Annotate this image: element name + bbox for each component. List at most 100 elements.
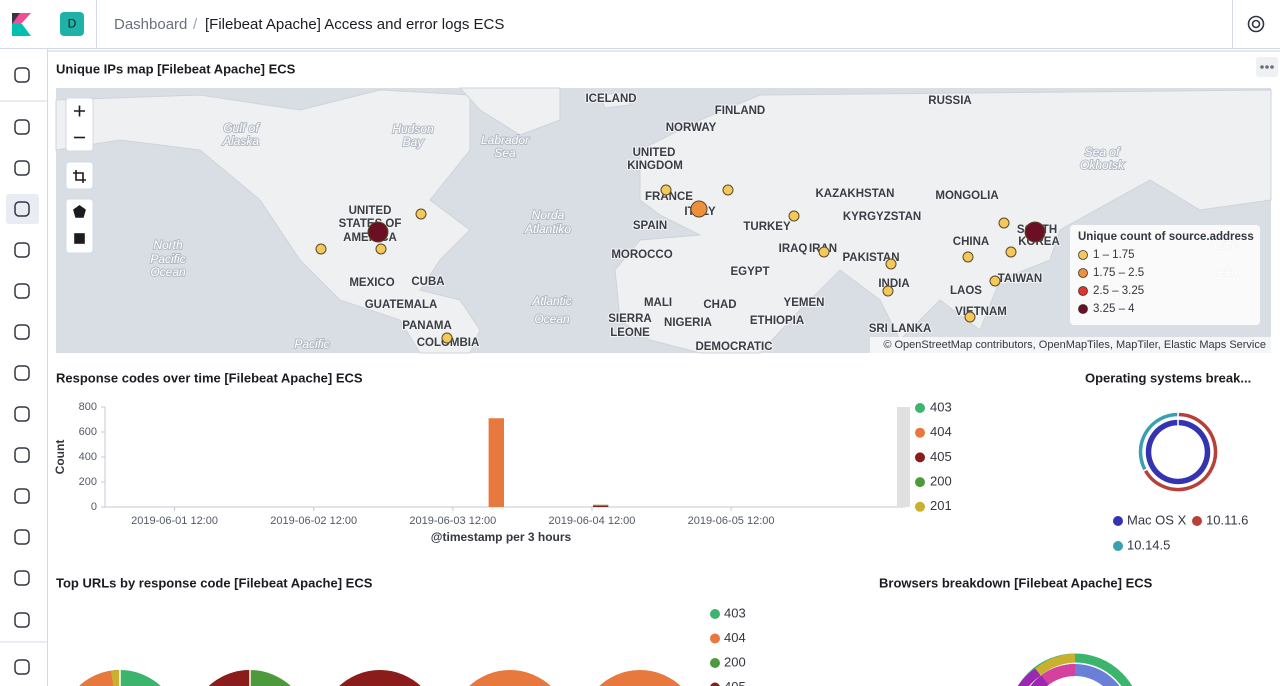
donut-slice[interactable] <box>1145 419 1211 485</box>
bar[interactable] <box>488 418 504 507</box>
country-label: LEONE <box>610 327 650 339</box>
legend-label[interactable]: 200 <box>724 654 746 669</box>
legend-swatch[interactable] <box>710 682 720 686</box>
help-button[interactable] <box>1247 15 1265 33</box>
nav-icon[interactable] <box>14 612 30 628</box>
ocean-label: North <box>153 238 183 252</box>
country-label: UNITED <box>349 205 392 217</box>
map-marker[interactable] <box>882 285 894 297</box>
legend-swatch[interactable] <box>710 633 720 644</box>
bar[interactable] <box>592 504 609 506</box>
map-marker[interactable] <box>367 221 389 243</box>
nav-icon[interactable] <box>14 447 30 463</box>
map-controls[interactable] <box>65 97 94 254</box>
chart-scroll <box>897 407 910 507</box>
panel-options[interactable] <box>1256 57 1278 77</box>
map-marker[interactable] <box>964 311 976 323</box>
legend-label[interactable]: 404 <box>724 630 746 645</box>
legend-label: 1.75 – 2.5 <box>1093 267 1144 279</box>
country-label: CUBA <box>411 276 444 288</box>
x-tick-label: 2019-06-05 12:00 <box>688 515 775 527</box>
legend-label[interactable]: 10.14.5 <box>1127 537 1170 552</box>
map-marker[interactable] <box>660 184 672 196</box>
legend-swatch[interactable] <box>915 501 925 512</box>
legend-label[interactable]: 201 <box>930 498 952 513</box>
legend-swatch[interactable] <box>1113 541 1123 551</box>
map-marker[interactable] <box>818 246 830 258</box>
legend-swatch[interactable] <box>915 477 925 488</box>
nav-icon[interactable] <box>14 67 30 83</box>
donut-slice[interactable] <box>1137 411 1179 473</box>
nav-icon[interactable] <box>14 160 30 176</box>
map-marker[interactable] <box>885 258 897 270</box>
map[interactable]: ICELANDFINLANDRUSSIANORWAYUNITEDKINGDOMF… <box>55 87 1272 354</box>
legend-label[interactable]: Mac OS X <box>1127 512 1187 527</box>
map-marker[interactable] <box>722 184 734 196</box>
nav-icon[interactable] <box>14 324 30 340</box>
map-marker[interactable] <box>315 243 327 255</box>
country-label: DEMOCRATIC <box>695 341 772 353</box>
legend-swatch[interactable] <box>915 452 925 463</box>
ocean-label: Ocean <box>534 312 570 326</box>
breadcrumb-separator: / <box>193 16 198 33</box>
legend-label[interactable]: 404 <box>930 424 952 439</box>
country-label: NIGERIA <box>664 317 712 329</box>
legend-label[interactable]: 403 <box>930 399 952 414</box>
nav-icon[interactable] <box>14 283 30 299</box>
breadcrumb[interactable]: Dashboard <box>114 16 187 33</box>
map-marker[interactable] <box>962 251 974 263</box>
country-label: KAZAKHSTAN <box>815 188 894 200</box>
map-marker[interactable] <box>989 275 1001 287</box>
bar[interactable] <box>592 505 609 507</box>
map-marker[interactable] <box>998 217 1010 229</box>
nav-icon-shape <box>14 160 30 176</box>
map-marker[interactable] <box>690 200 708 218</box>
map-marker[interactable] <box>1024 221 1046 243</box>
ocean-label: Gulf of <box>223 121 260 135</box>
nav-icon[interactable] <box>14 201 30 217</box>
map-marker[interactable] <box>441 332 453 344</box>
nav-icon[interactable] <box>14 119 30 135</box>
legend-label[interactable]: 405 <box>930 449 952 464</box>
nav-icon-shape <box>14 119 30 135</box>
legend-swatch[interactable] <box>1192 516 1202 526</box>
legend-label[interactable]: 10.11.6 <box>1206 512 1248 527</box>
nav-icon[interactable] <box>14 406 30 422</box>
map-marker[interactable] <box>1005 246 1017 258</box>
country-label: TAIWAN <box>998 273 1043 285</box>
legend-swatch <box>1078 286 1088 296</box>
country-label: VIETNAM <box>955 306 1007 318</box>
map-marker[interactable] <box>375 243 387 255</box>
map-marker[interactable] <box>788 210 800 222</box>
map-marker[interactable] <box>415 208 427 220</box>
legend-label[interactable]: 403 <box>724 605 746 620</box>
nav-icon[interactable] <box>14 242 30 258</box>
panel-title: Top URLs by response code [Filebeat Apac… <box>56 575 373 590</box>
country-label: FINLAND <box>715 105 765 117</box>
ocean-label: Bay <box>403 135 425 149</box>
panel-title: Response codes over time [Filebeat Apach… <box>56 370 363 385</box>
legend-label[interactable]: 405 <box>724 679 746 686</box>
ocean-label: Alaska <box>222 134 259 148</box>
country-label: YEMEN <box>784 297 825 309</box>
nav-icon[interactable] <box>14 529 30 545</box>
legend-swatch[interactable] <box>915 403 925 413</box>
ocean-label: Sea <box>494 146 516 160</box>
ocean-label: Hudson <box>392 122 434 136</box>
legend-label[interactable]: 200 <box>930 474 952 489</box>
country-label: IRAQ <box>779 243 808 255</box>
legend-swatch[interactable] <box>710 658 720 668</box>
legend-swatch[interactable] <box>710 609 720 619</box>
space-avatar[interactable] <box>60 12 84 36</box>
legend-swatch[interactable] <box>1113 516 1123 526</box>
map-control-icons[interactable] <box>73 105 86 244</box>
nav-icon[interactable] <box>14 488 30 504</box>
kibana-logo[interactable] <box>12 13 31 36</box>
nav-icon[interactable] <box>14 365 30 381</box>
country-label: CHINA <box>953 236 989 248</box>
nav-icon[interactable] <box>14 570 30 586</box>
y-tick-label: 400 <box>79 451 97 463</box>
legend-swatch[interactable] <box>915 427 925 438</box>
nav-icon[interactable] <box>14 659 30 675</box>
